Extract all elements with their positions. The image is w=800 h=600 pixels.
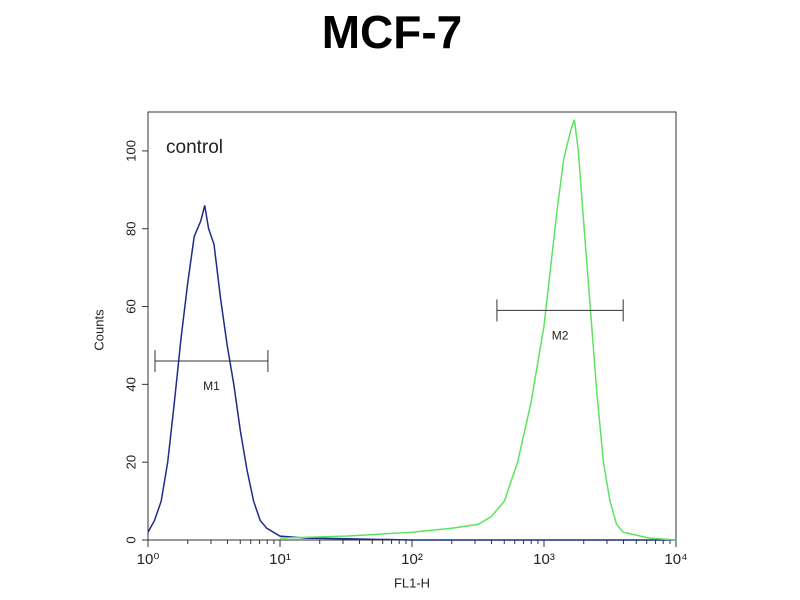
plot-frame bbox=[147, 111, 677, 541]
y-tick-label: 0 bbox=[123, 536, 138, 543]
x-tick-label: 10³ bbox=[533, 551, 555, 568]
x-tick-label: 10⁰ bbox=[137, 551, 160, 568]
marker-label: M2 bbox=[552, 329, 569, 343]
x-axis-label: FL1-H bbox=[394, 575, 430, 590]
histogram-line bbox=[147, 205, 676, 541]
y-tick-label: 100 bbox=[123, 140, 138, 162]
y-tick-label: 40 bbox=[123, 377, 138, 391]
y-tick-label: 60 bbox=[123, 299, 138, 313]
x-tick-label: 10¹ bbox=[269, 551, 291, 568]
marker-label: M1 bbox=[203, 379, 220, 393]
chart-title: MCF-7 bbox=[322, 6, 463, 58]
y-tick-label: 20 bbox=[123, 455, 138, 469]
x-tick-label: 10² bbox=[401, 551, 423, 568]
histogram-line bbox=[279, 119, 677, 541]
y-axis-label: Counts bbox=[91, 309, 106, 351]
x-tick-label: 10⁴ bbox=[664, 551, 687, 568]
annotation: control bbox=[166, 137, 223, 158]
y-tick-label: 80 bbox=[123, 221, 138, 235]
